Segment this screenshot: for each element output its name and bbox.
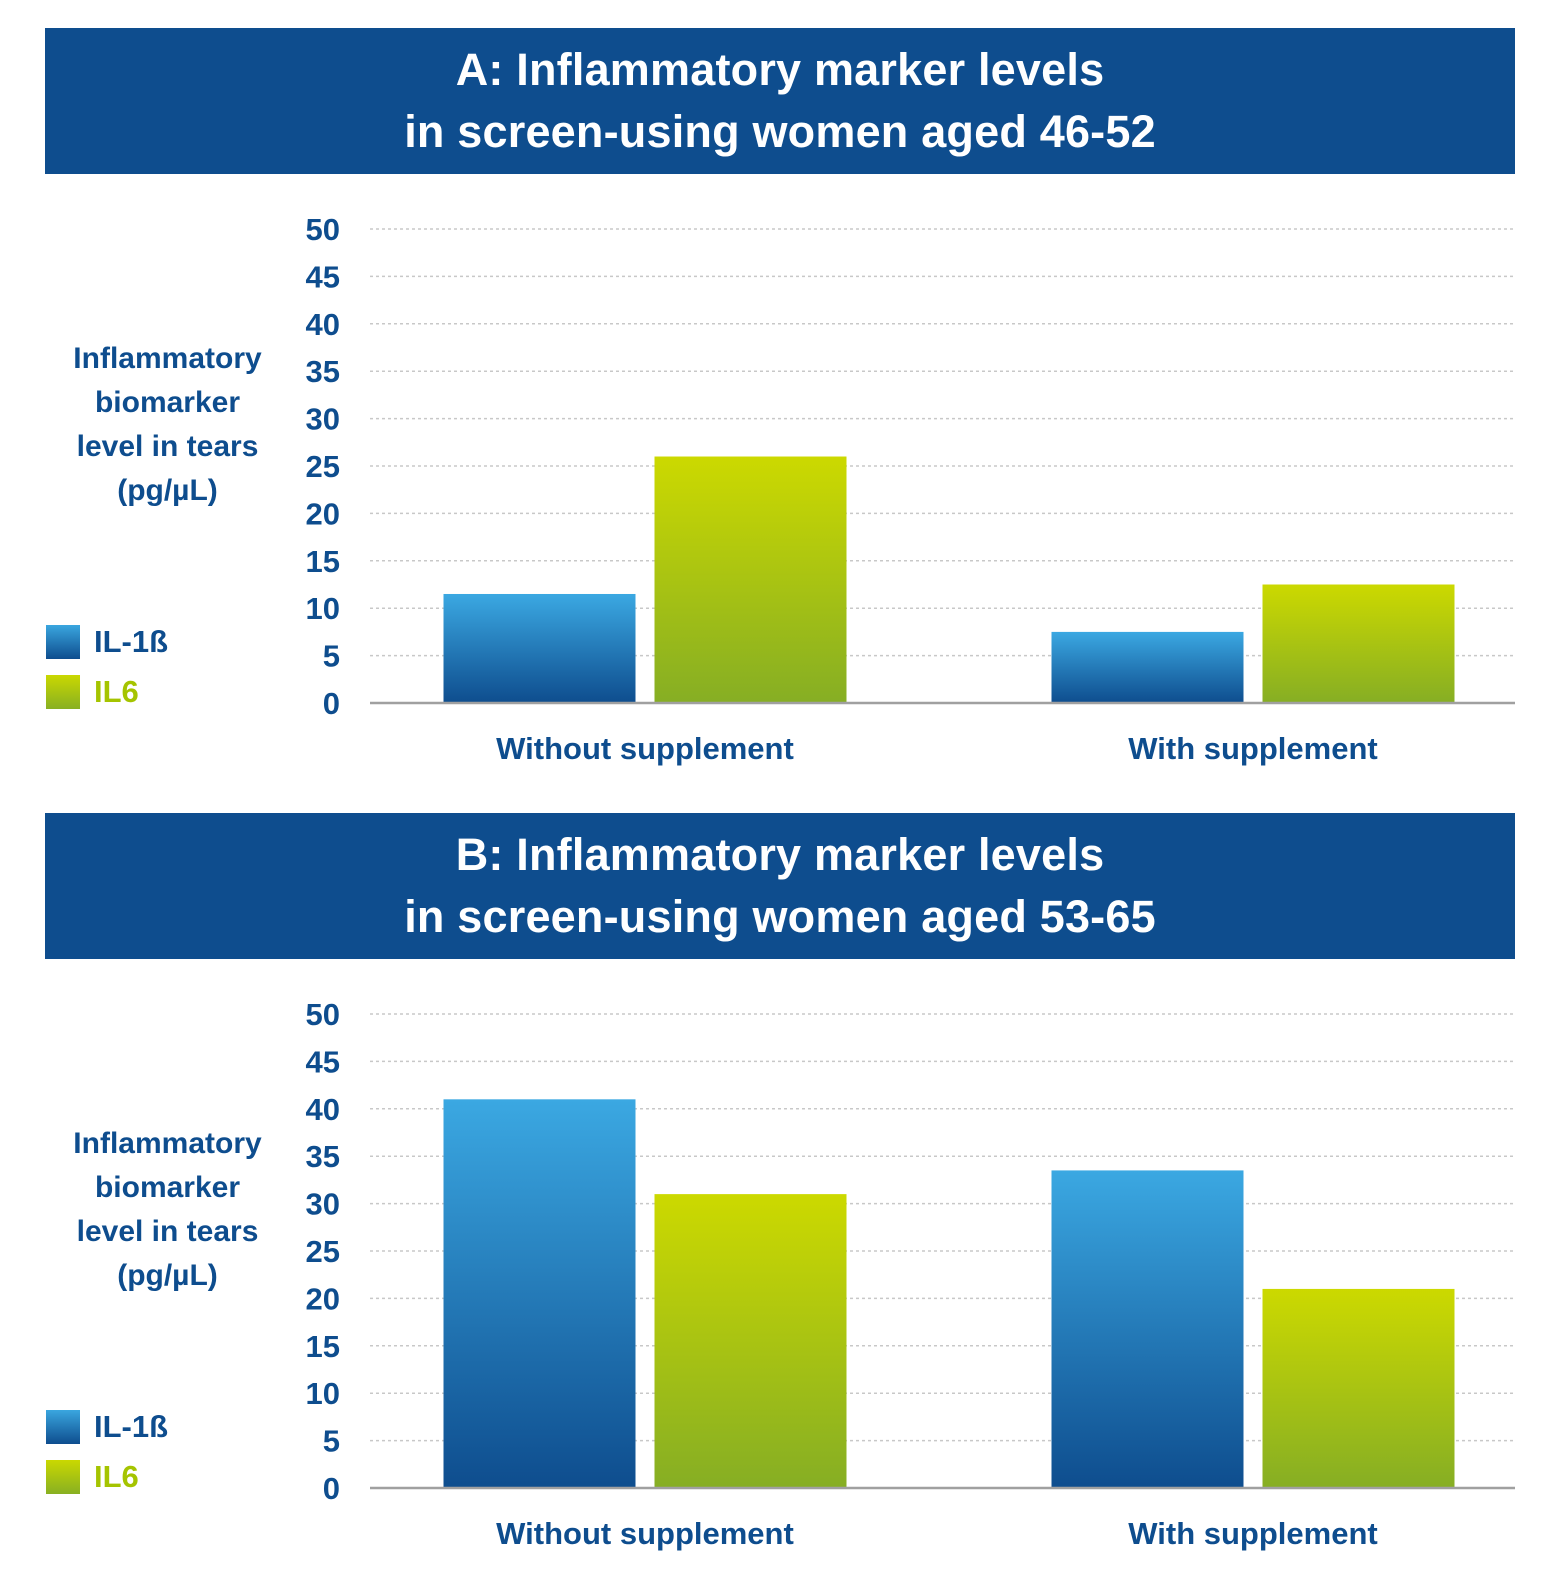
legend-item-il1b: IL-1ß bbox=[46, 617, 168, 667]
chart-title-line-1: B: Inflammatory marker levels bbox=[455, 829, 1105, 880]
legend-label-il1b: IL-1ß bbox=[94, 624, 169, 659]
y-tick-label: 10 bbox=[306, 1376, 340, 1411]
bar-il6 bbox=[1262, 1288, 1455, 1488]
y-tick-label: 10 bbox=[306, 591, 340, 626]
y-tick-label: 50 bbox=[306, 997, 340, 1032]
x-category-label: With supplement bbox=[1128, 731, 1377, 766]
x-category-label: Without supplement bbox=[496, 1516, 794, 1551]
chart-panel-a: A: Inflammatory marker levels in screen-… bbox=[0, 0, 1565, 785]
y-tick-label: 30 bbox=[306, 402, 340, 437]
legend-label-il1b: IL-1ß bbox=[94, 1409, 169, 1444]
y-axis-label-line: Inflammatory bbox=[73, 342, 262, 375]
y-tick-label: 45 bbox=[306, 1044, 340, 1079]
bar-il1b bbox=[443, 1099, 636, 1488]
legend-item-il6: IL6 bbox=[46, 667, 168, 717]
bar-chart-plot: 0 5 10 15 20 25 30 35 40 45 50 Without supplement Wi… bbox=[306, 212, 1515, 766]
legend-item-il6: IL6 bbox=[46, 1452, 168, 1502]
y-tick-label: 40 bbox=[306, 1092, 340, 1127]
y-axis-label-line: level in tears bbox=[76, 430, 259, 463]
y-axis-label: Inflammatory biomarker level in tears (p… bbox=[60, 1122, 275, 1298]
y-tick-label: 5 bbox=[323, 639, 340, 674]
chart-title-banner: B: Inflammatory marker levels in screen-… bbox=[45, 813, 1515, 959]
y-axis-label-line: (pg/µL) bbox=[117, 1259, 218, 1292]
chart-panel-b: B: Inflammatory marker levels in screen-… bbox=[0, 785, 1565, 1570]
bar-il1b bbox=[1051, 631, 1244, 703]
legend-item-il1b: IL-1ß bbox=[46, 1402, 168, 1452]
y-tick-label: 30 bbox=[306, 1187, 340, 1222]
y-axis-label-line: biomarker bbox=[94, 1171, 241, 1204]
bar-il6 bbox=[654, 456, 847, 703]
y-tick-label: 20 bbox=[306, 1281, 340, 1316]
legend-swatch-il6 bbox=[46, 675, 80, 709]
y-tick-label: 0 bbox=[323, 1471, 340, 1506]
x-category-label: With supplement bbox=[1128, 1516, 1377, 1551]
chart-legend: IL-1ß IL6 bbox=[46, 617, 168, 717]
y-tick-label: 25 bbox=[306, 449, 340, 484]
y-axis-label-line: (pg/µL) bbox=[117, 474, 218, 507]
chart-title-banner: A: Inflammatory marker levels in screen-… bbox=[45, 28, 1515, 174]
y-tick-label: 15 bbox=[306, 544, 340, 579]
bar-chart-plot: 0 5 10 15 20 25 30 35 40 45 50 Without supplement Wi… bbox=[306, 997, 1515, 1551]
y-tick-label: 35 bbox=[306, 354, 340, 389]
chart-title-line-1: A: Inflammatory marker levels bbox=[455, 44, 1105, 95]
y-tick-label: 0 bbox=[323, 686, 340, 721]
bar-il1b bbox=[1051, 1170, 1244, 1488]
bar-il6 bbox=[1262, 584, 1455, 703]
legend-label-il6: IL6 bbox=[94, 674, 139, 709]
y-axis-label-line: level in tears bbox=[76, 1215, 259, 1248]
legend-swatch-il1b bbox=[46, 625, 80, 659]
y-tick-label: 45 bbox=[306, 259, 340, 294]
y-axis-label-line: Inflammatory bbox=[73, 1127, 262, 1160]
legend-swatch-il6 bbox=[46, 1460, 80, 1494]
y-axis-label-line: biomarker bbox=[94, 386, 241, 419]
y-tick-label: 5 bbox=[323, 1424, 340, 1459]
y-tick-label: 20 bbox=[306, 496, 340, 531]
y-tick-label: 15 bbox=[306, 1329, 340, 1364]
bar-il1b bbox=[443, 593, 636, 703]
y-tick-label: 25 bbox=[306, 1234, 340, 1269]
y-tick-label: 35 bbox=[306, 1139, 340, 1174]
legend-label-il6: IL6 bbox=[94, 1459, 139, 1494]
chart-title-line-2: in screen-using women aged 46-52 bbox=[404, 106, 1156, 157]
y-tick-label: 40 bbox=[306, 307, 340, 342]
chart-legend: IL-1ß IL6 bbox=[46, 1402, 168, 1502]
y-axis-label: Inflammatory biomarker level in tears (p… bbox=[60, 337, 275, 513]
y-tick-label: 50 bbox=[306, 212, 340, 247]
bar-il6 bbox=[654, 1194, 847, 1488]
x-category-label: Without supplement bbox=[496, 731, 794, 766]
chart-title-line-2: in screen-using women aged 53-65 bbox=[404, 891, 1156, 942]
legend-swatch-il1b bbox=[46, 1410, 80, 1444]
